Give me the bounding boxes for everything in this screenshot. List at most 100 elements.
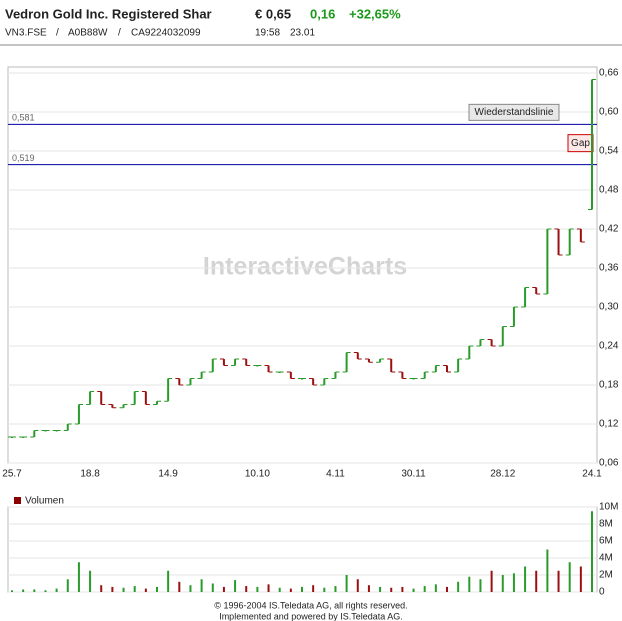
ohlc-bar [468, 346, 471, 359]
volume-bar [379, 586, 382, 592]
y-tick-label: 0,36 [599, 263, 619, 274]
ohlc-bar [356, 352, 359, 359]
ohlc-bar [289, 372, 292, 379]
x-tick-label: 14.9 [158, 469, 178, 480]
volume-bar [367, 585, 370, 592]
volume-bar [591, 511, 593, 592]
ohlc-bar [579, 229, 582, 242]
ohlc-bar [479, 339, 482, 346]
y-tick-label: 10M [599, 502, 618, 513]
x-tick-label: 25.7 [2, 469, 22, 480]
ohlc-bar [512, 307, 515, 327]
volume-bar [33, 589, 36, 592]
ohlc-bar [33, 430, 36, 437]
y-tick-label: 4M [599, 553, 613, 564]
ohlc-bar [122, 404, 125, 408]
ohlc-bar [535, 287, 538, 294]
ohlc-bar [211, 359, 214, 372]
y-tick-label: 8M [599, 519, 613, 530]
ohlc-bar [501, 326, 504, 346]
volume-bar [167, 570, 170, 592]
time: 19:58 [255, 28, 280, 39]
ohlc-bar [89, 391, 92, 405]
volume-bar [423, 586, 426, 592]
legend-swatch [14, 497, 21, 504]
volume-bar [100, 585, 103, 592]
volume-bar [222, 586, 225, 592]
y-tick-label: 0,42 [599, 224, 619, 235]
volume-bar [501, 575, 504, 592]
volume-bar [22, 589, 25, 592]
ohlc-bar [345, 352, 348, 372]
id: CA9224032099 [131, 28, 201, 39]
ohlc-bar [524, 287, 527, 307]
volume-bar [200, 579, 203, 592]
volume-bar [133, 586, 136, 592]
ohlc-bar [267, 365, 270, 372]
volume-bar [557, 570, 560, 592]
ohlc-bar [568, 229, 571, 255]
x-tick-label: 24.1 [582, 469, 602, 480]
ohlc-bar [189, 378, 192, 385]
x-tick-label: 28.12 [490, 469, 515, 480]
ohlc-bar [156, 401, 158, 405]
ohlc-bar [312, 378, 315, 385]
volume-bar [267, 584, 270, 592]
ohlc-bar [178, 378, 181, 385]
volume-bar [178, 581, 181, 592]
volume-bar [256, 586, 259, 592]
ohlc-bar [379, 359, 382, 363]
volume-bar [77, 562, 80, 592]
x-tick-label: 10.10 [245, 469, 270, 480]
volume-bar [234, 580, 237, 592]
price: € 0,65 [255, 6, 291, 21]
ohlc-bar [434, 365, 437, 372]
footer: Implemented and powered by IS.Teledata A… [219, 611, 403, 621]
y-tick-label: 0,18 [599, 380, 619, 391]
y-tick-label: 0,12 [599, 419, 619, 430]
volume-bar [211, 583, 214, 592]
footer: © 1996-2004 IS.Teledata AG, all rights r… [214, 600, 407, 610]
volume-bar [512, 573, 515, 592]
legend-label: Volumen [25, 496, 64, 507]
level-label: 0,581 [12, 113, 35, 123]
volume-bar [546, 549, 549, 592]
ohlc-bar [457, 359, 460, 372]
ohlc-bar [334, 372, 337, 379]
change-pct: +32,65% [349, 6, 401, 21]
volume-bar [434, 584, 437, 592]
stock-name: Vedron Gold Inc. Registered Shar [5, 6, 212, 21]
date: 23.01 [290, 28, 315, 39]
volume-bar [524, 566, 527, 592]
x-tick-label: 4.11 [326, 469, 345, 480]
volume-frame [7, 506, 598, 593]
ohlc-bar [546, 229, 549, 294]
y-tick-label: 0,54 [599, 146, 619, 157]
ohlc-bar [222, 359, 225, 366]
ohlc-bar [111, 404, 114, 408]
id-sep: / [118, 28, 121, 39]
y-tick-label: 6M [599, 536, 613, 547]
volume-bar [122, 587, 125, 592]
ohlc-bar [557, 229, 560, 255]
volume-bar [401, 586, 404, 592]
volume-bar [479, 579, 482, 592]
volume-bar [457, 581, 460, 592]
volume-bar [44, 590, 47, 592]
ohlc-bar [401, 372, 404, 379]
volume-bar [356, 579, 359, 592]
note: Wiederstandslinie [475, 107, 554, 118]
ohlc-bar [77, 404, 80, 424]
y-tick-label: 0 [599, 587, 605, 598]
volume-bar [334, 586, 337, 592]
volume-bar [156, 586, 158, 592]
volume-bar [245, 586, 248, 592]
ohlc-bar [100, 391, 103, 405]
volume-bar [468, 576, 471, 592]
ohlc-bar [591, 79, 593, 210]
volume-bar [301, 586, 303, 592]
x-tick-label: 30.11 [401, 469, 426, 480]
ohlc-bar [245, 359, 248, 366]
volume-bar [66, 579, 69, 592]
ohlc-bar [423, 372, 426, 379]
